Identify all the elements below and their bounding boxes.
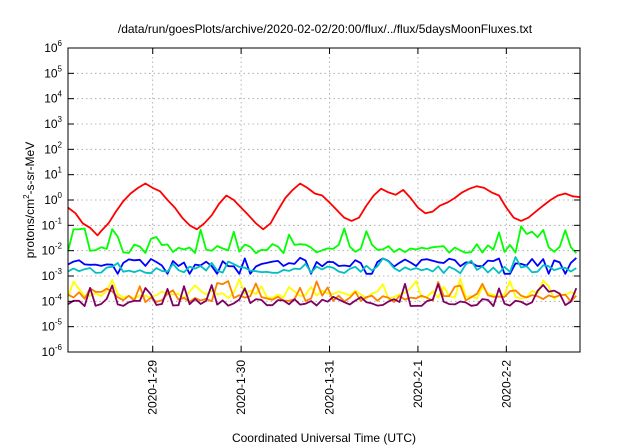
y-tick-base: 10 <box>44 117 58 131</box>
y-tick-base: 10 <box>42 320 56 334</box>
y-tick-exponent: -1 <box>55 216 63 225</box>
y-tick-label: 10-2 <box>42 242 63 258</box>
x-tick-label: 2020-2-2 <box>499 360 513 408</box>
y-tick-exponent: 3 <box>58 115 63 124</box>
y-tick-label: 10-1 <box>42 216 63 232</box>
x-tick-label: 2020-2-1 <box>411 360 425 408</box>
chart-title: /data/run/goesPlots/archive/2020-02-02/2… <box>118 22 533 36</box>
y-tick-label: 100 <box>44 191 62 207</box>
y-tick-exponent: -4 <box>55 292 63 301</box>
y-tick-exponent: -5 <box>55 318 63 327</box>
y-axis-label: protons/cm2-s-sr-MeV <box>22 142 37 258</box>
y-tick-label: 106 <box>44 39 62 55</box>
y-axis: 10-610-510-410-310-210-11001011021031041… <box>42 39 580 359</box>
series-line-3 <box>67 256 577 275</box>
y-tick-base: 10 <box>44 92 58 106</box>
y-tick-base: 10 <box>42 345 56 359</box>
y-tick-base: 10 <box>42 244 56 258</box>
y-tick-base: 10 <box>44 168 58 182</box>
x-axis-label: Coordinated Universal Time (UTC) <box>232 431 416 445</box>
y-tick-base: 10 <box>44 66 58 80</box>
y-tick-base: 10 <box>42 218 56 232</box>
y-tick-exponent: -3 <box>55 267 63 276</box>
y-tick-label: 104 <box>44 90 62 106</box>
y-tick-label: 10-4 <box>42 292 63 308</box>
y-tick-base: 10 <box>44 142 58 156</box>
grid-lines <box>68 48 580 352</box>
series-line-0 <box>67 182 581 237</box>
y-tick-exponent: 4 <box>58 90 63 99</box>
series-line-2 <box>67 256 577 275</box>
y-tick-label: 102 <box>44 140 62 156</box>
x-tick-label: 2020-1-30 <box>234 360 248 415</box>
y-tick-exponent: 0 <box>58 191 63 200</box>
y-tick-exponent: -2 <box>55 242 63 251</box>
series-line-6 <box>67 283 578 307</box>
y-tick-label: 101 <box>44 166 62 182</box>
y-axis-label-sup: 2 <box>22 194 31 199</box>
y-axis-label-rest: -s-sr-MeV <box>23 142 37 195</box>
y-tick-exponent: -6 <box>55 343 63 352</box>
y-tick-exponent: 5 <box>58 64 63 73</box>
series-line-1 <box>67 225 577 255</box>
y-tick-label: 103 <box>44 115 62 131</box>
y-tick-exponent: 2 <box>58 140 63 149</box>
y-tick-exponent: 6 <box>58 39 63 48</box>
y-axis-label-base: protons/cm <box>23 199 37 258</box>
y-tick-label: 10-5 <box>42 318 63 334</box>
x-axis: 2020-1-29 2020-1-30 2020-1-31 2020-2-1 2020-… <box>146 48 513 415</box>
x-tick-label: 2020-1-29 <box>146 360 160 415</box>
y-tick-exponent: 1 <box>58 166 63 175</box>
y-tick-label: 10-6 <box>42 343 63 359</box>
y-tick-base: 10 <box>44 41 58 55</box>
y-tick-base: 10 <box>42 269 56 283</box>
data-series <box>67 182 581 307</box>
y-tick-base: 10 <box>44 193 58 207</box>
y-tick-label: 105 <box>44 64 62 80</box>
x-tick-label: 2020-1-31 <box>323 360 337 415</box>
y-tick-base: 10 <box>42 294 56 308</box>
y-tick-label: 10-3 <box>42 267 63 283</box>
